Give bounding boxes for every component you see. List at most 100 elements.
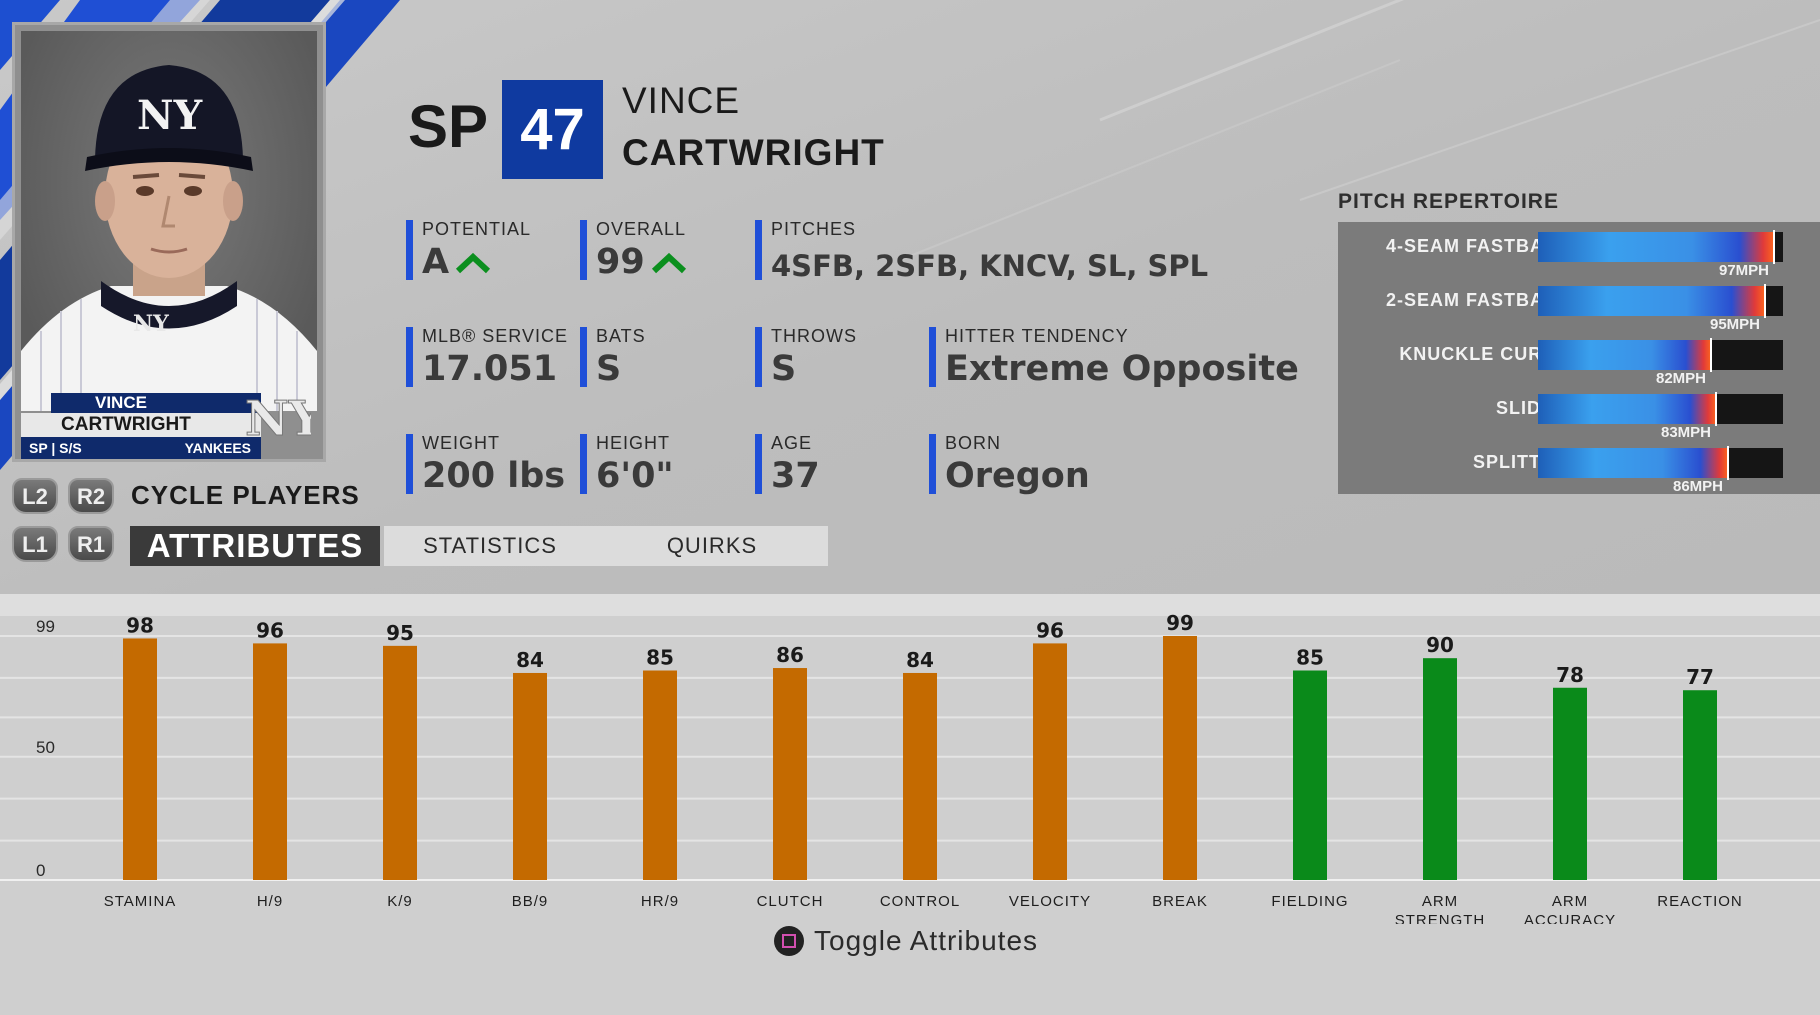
attribute-value-label: 95 xyxy=(386,621,414,645)
player-portrait-frame: NY NY xyxy=(21,31,317,411)
card-nameplate: VINCE CARTWRIGHT SP | S/S YANKEES xyxy=(21,393,317,459)
attribute-value-label: 96 xyxy=(256,618,284,642)
pitch-speed-bar xyxy=(1538,392,1783,426)
attribute-bar xyxy=(1163,636,1197,880)
pitch-speed-fill xyxy=(1538,448,1729,478)
pitches-value: 4SFB, 2SFB, KNCV, SL, SPL xyxy=(771,249,1209,283)
throws-value: S xyxy=(771,349,797,389)
service-value: 17.051 xyxy=(422,349,558,389)
pitch-speed-fill xyxy=(1538,232,1775,262)
pitch-speed: 95MPH xyxy=(1710,316,1761,333)
pitch-speed: 86MPH xyxy=(1673,478,1724,495)
attribute-category-label: VELOCITY xyxy=(1009,893,1091,910)
stat-age: AGE 37 xyxy=(755,432,820,498)
stat-label: WEIGHT xyxy=(422,433,500,453)
trend-up-icon xyxy=(651,252,686,274)
attribute-category-label: H/9 xyxy=(257,893,283,910)
attribute-category-label: K/9 xyxy=(387,893,413,910)
pitch-speed-marker xyxy=(1710,338,1712,372)
born-value: Oregon xyxy=(945,456,1090,496)
stat-weight: WEIGHT 200 lbs xyxy=(406,432,565,498)
attribute-value-label: 99 xyxy=(1166,611,1194,635)
tab-quirks[interactable]: QUIRKS xyxy=(596,526,828,566)
stat-potential: POTENTIAL A xyxy=(406,218,531,284)
card-position-bats-throws: SP | S/S xyxy=(29,440,82,456)
stat-label: MLB® SERVICE xyxy=(422,326,568,346)
attribute-value-label: 96 xyxy=(1036,618,1064,642)
attribute-category-label: CLUTCH xyxy=(757,893,824,910)
stat-label: OVERALL xyxy=(596,219,687,239)
pitch-speed-bar xyxy=(1538,230,1783,264)
y-tick-label: 0 xyxy=(36,861,45,880)
r1-button[interactable]: R1 xyxy=(68,526,114,562)
attribute-category-label: ARM xyxy=(1422,893,1458,910)
attribute-bar xyxy=(253,643,287,880)
attribute-value-label: 84 xyxy=(516,648,544,672)
pitch-speed-bar xyxy=(1538,284,1783,318)
pitch-row: 2-SEAM FASTBALL 95MPH xyxy=(1338,280,1820,333)
attribute-category-label: BREAK xyxy=(1152,893,1208,910)
attribute-value-label: 98 xyxy=(126,613,154,637)
pitch-name: 4-SEAM FASTBALL xyxy=(1385,236,1568,256)
card-last-name: CARTWRIGHT xyxy=(21,413,261,437)
stat-throws: THROWS S xyxy=(755,325,857,391)
pitch-row: SLIDER 83MPH xyxy=(1338,388,1820,441)
team-logo-icon: NY xyxy=(245,391,312,448)
stat-hitter-tendency: HITTER TENDENCY Extreme Opposite xyxy=(929,325,1299,391)
pitch-repertoire-panel: 4-SEAM FASTBALL 97MPH 2-SEAM FASTBALL 95… xyxy=(1338,222,1820,495)
tab-attributes[interactable]: ATTRIBUTES xyxy=(130,526,380,566)
stat-mlb-service: MLB® SERVICE 17.051 xyxy=(406,325,568,391)
pitch-row: 4-SEAM FASTBALL 97MPH xyxy=(1338,226,1820,279)
attribute-value-label: 84 xyxy=(906,648,934,672)
height-value: 6'0" xyxy=(596,456,674,496)
attribute-bar xyxy=(383,645,417,880)
pitch-speed: 97MPH xyxy=(1719,262,1770,279)
tab-statistics[interactable]: STATISTICS xyxy=(384,526,596,566)
player-first-name: VINCE xyxy=(622,80,741,121)
svg-text:NY: NY xyxy=(137,92,203,139)
attribute-bar xyxy=(1683,690,1717,880)
pitch-speed-fill xyxy=(1538,394,1717,424)
r2-button[interactable]: R2 xyxy=(68,478,114,514)
player-card: NY NY VINCE CARTWRIGHT SP | S/S YANKEES xyxy=(12,22,326,462)
attribute-value-label: 77 xyxy=(1686,665,1714,689)
y-tick-label: 50 xyxy=(36,738,55,757)
attribute-bar xyxy=(513,672,547,880)
jersey-number: 47 xyxy=(502,80,603,179)
attribute-value-label: 90 xyxy=(1426,633,1454,657)
stat-label: BORN xyxy=(945,433,1002,453)
attribute-category-label: CONTROL xyxy=(880,893,960,910)
pitch-speed-bar xyxy=(1538,446,1783,480)
attribute-category-label: STRENGTH xyxy=(1395,912,1486,924)
player-position: SP xyxy=(408,93,489,160)
attribute-category-label: ARM xyxy=(1552,893,1588,910)
attribute-bar xyxy=(1033,643,1067,880)
attribute-bar xyxy=(123,638,157,880)
attributes-bar-chart: 99 50 0 98 STAMINA 96 H/9 95 K/9 84 BB/9 85 HR/9 86 CL… xyxy=(0,611,1820,924)
pitch-speed: 82MPH xyxy=(1656,370,1707,387)
toggle-attributes-hint[interactable]: Toggle Attributes xyxy=(774,922,1038,960)
player-portrait: NY NY xyxy=(21,65,317,411)
stat-label: BATS xyxy=(596,326,646,346)
pitch-name: 2-SEAM FASTBALL xyxy=(1385,290,1568,310)
potential-value: A xyxy=(422,242,450,282)
cycle-players-label: CYCLE PLAYERS xyxy=(131,480,360,510)
overall-value: 99 xyxy=(596,242,645,282)
attribute-value-label: 85 xyxy=(646,646,674,670)
stat-overall: OVERALL 99 xyxy=(580,218,687,284)
pitch-speed-bar xyxy=(1538,338,1783,372)
pitch-speed-marker xyxy=(1764,284,1766,318)
pitch-speed: 83MPH xyxy=(1661,424,1712,441)
pitch-speed-marker xyxy=(1715,392,1717,426)
player-last-name: CARTWRIGHT xyxy=(622,132,885,173)
attribute-category-label: FIELDING xyxy=(1271,893,1348,910)
attribute-category-label: STAMINA xyxy=(104,893,177,910)
pitch-speed-marker xyxy=(1727,446,1729,480)
attribute-category-label: REACTION xyxy=(1657,893,1743,910)
attribute-bar xyxy=(773,668,807,880)
pitch-speed-fill xyxy=(1538,340,1712,370)
l2-button[interactable]: L2 xyxy=(12,478,58,514)
pitch-name: KNUCKLE CURVE xyxy=(1399,344,1568,364)
l1-button[interactable]: L1 xyxy=(12,526,58,562)
stat-label: HEIGHT xyxy=(596,433,671,453)
